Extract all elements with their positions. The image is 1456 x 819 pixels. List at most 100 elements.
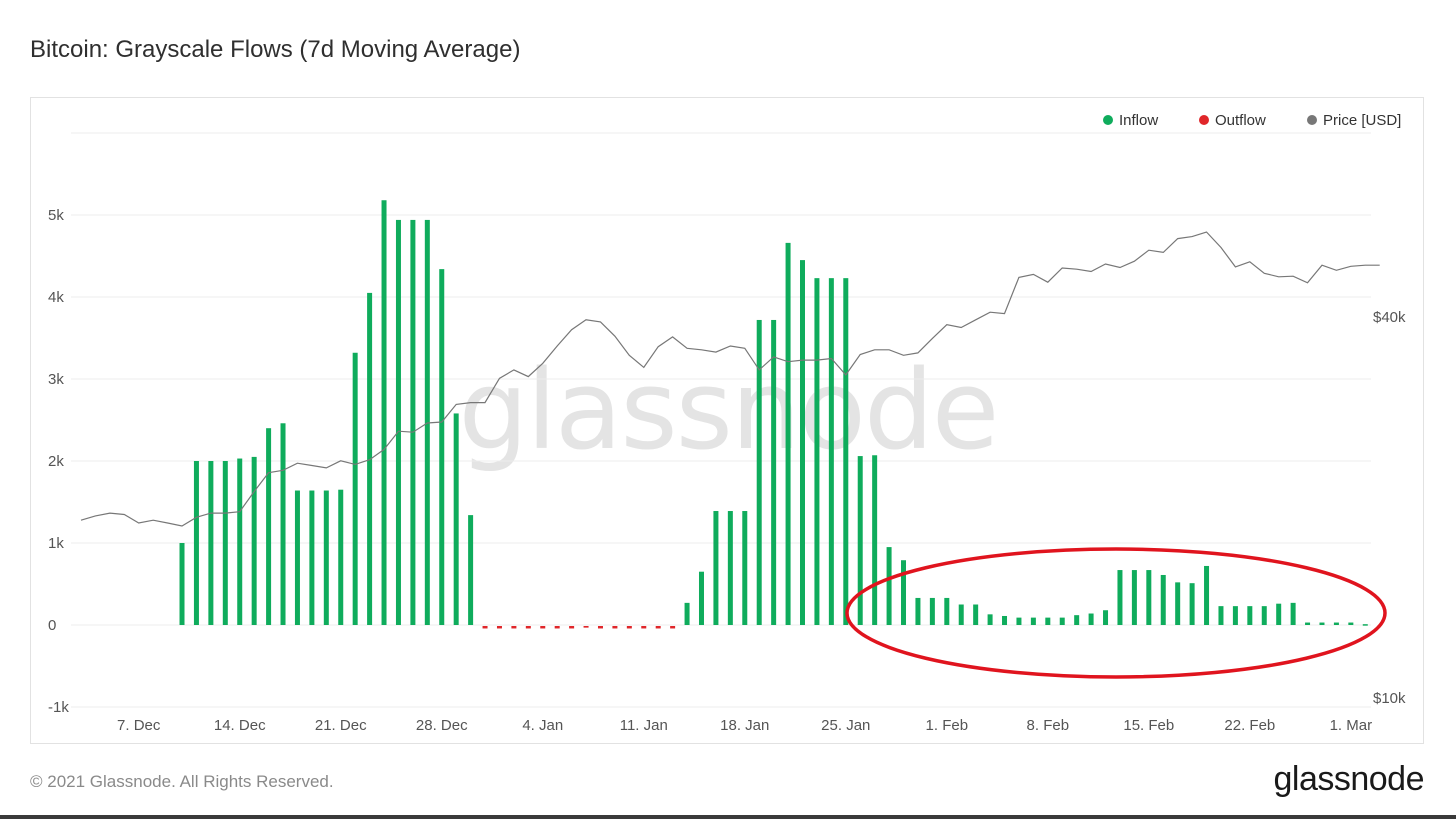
legend-marker — [1199, 115, 1209, 125]
outflow-bar — [496, 626, 502, 629]
inflow-bar — [1218, 606, 1224, 625]
outflow-bar — [583, 626, 589, 628]
inflow-bar — [1045, 617, 1051, 625]
inflow-bar — [901, 560, 907, 625]
inflow-bar — [1290, 602, 1296, 625]
watermark: glassnode — [459, 346, 998, 474]
outflow-bar — [641, 626, 647, 629]
inflow-bar — [1204, 565, 1210, 625]
glassnode-logo: glassnode — [1273, 760, 1424, 798]
inflow-bar — [1362, 624, 1368, 626]
inflow-bar — [1333, 622, 1339, 625]
y-tick-label: 0 — [48, 617, 56, 634]
inflow-bar — [222, 461, 228, 625]
outflow-bar — [525, 626, 531, 629]
x-tick-label: 8. Feb — [1027, 717, 1070, 734]
legend: Inflow Outflow Price [USD] — [1103, 112, 1401, 129]
inflow-bar — [1030, 617, 1036, 625]
inflow-bar — [1146, 570, 1152, 625]
inflow-bar — [973, 604, 979, 625]
price-line — [80, 231, 1380, 527]
inflow-bar — [698, 571, 704, 625]
inflow-bar — [453, 413, 459, 625]
inflow-bar — [987, 614, 993, 625]
inflow-bar — [367, 292, 373, 625]
inflow-bar — [929, 597, 935, 625]
inflow-bar — [1160, 574, 1166, 625]
page-title: Bitcoin: Grayscale Flows (7d Moving Aver… — [30, 36, 521, 63]
inflow-bar — [1074, 615, 1080, 625]
inflow-bar — [395, 219, 401, 626]
x-tick-label: 28. Dec — [416, 717, 468, 734]
x-tick-label: 7. Dec — [117, 717, 161, 734]
inflow-bar — [915, 597, 921, 625]
chart-frame: glassnode 5k 4k 3k 2k 1k 0 -1k $40k $10k 7. Dec… — [30, 97, 1424, 744]
inflow-bar — [1016, 617, 1022, 625]
y-tick-label: 2k — [48, 453, 64, 470]
x-tick-label: 1. Feb — [926, 717, 969, 734]
inflow-bar — [684, 602, 690, 625]
y-tick-label: 4k — [48, 289, 64, 306]
annotation-ellipse — [845, 547, 1387, 679]
inflow-bar — [771, 319, 777, 625]
inflow-bar — [1247, 606, 1253, 625]
inflow-bar — [713, 511, 719, 625]
legend-label: Inflow — [1119, 112, 1158, 129]
x-tick-label: 15. Feb — [1123, 717, 1174, 734]
x-tick-label: 1. Mar — [1330, 717, 1373, 734]
y-axis-right: $40k $10k — [1373, 309, 1406, 707]
outflow-bar — [670, 626, 676, 629]
inflow-bar — [1319, 622, 1325, 625]
inflow-bar — [843, 278, 849, 625]
grayscale-flows-chart: glassnode 5k 4k 3k 2k 1k 0 -1k $40k $10k 7. Dec… — [48, 112, 1406, 734]
inflow-bar — [294, 490, 300, 625]
x-tick-label: 25. Jan — [821, 717, 870, 734]
legend-label: Price [USD] — [1323, 112, 1401, 129]
inflow-bar — [1088, 613, 1094, 625]
x-tick-label: 21. Dec — [315, 717, 367, 734]
outflow-bar — [612, 626, 618, 629]
gridlines — [71, 132, 1371, 708]
inflow-bar — [410, 219, 416, 626]
inflow-bar — [193, 461, 199, 625]
inflow-bar — [727, 511, 733, 625]
legend-marker — [1307, 115, 1317, 125]
inflow-bar — [439, 269, 445, 625]
inflow-bar — [352, 352, 358, 625]
outflow-bar — [540, 626, 546, 629]
inflow-bar — [958, 604, 964, 625]
outflow-bar — [655, 626, 661, 629]
inflow-bar — [381, 200, 387, 625]
inflow-bar — [1348, 622, 1354, 625]
inflow-bar — [1261, 606, 1267, 625]
outflow-bar — [482, 626, 488, 629]
inflow-bar — [1175, 582, 1181, 625]
outflow-bar — [626, 626, 632, 629]
copyright-text: © 2021 Glassnode. All Rights Reserved. — [30, 772, 334, 791]
outflow-bar — [569, 626, 575, 629]
x-tick-label: 11. Jan — [620, 717, 668, 734]
inflow-bar — [742, 511, 748, 625]
outflow-bar — [554, 626, 560, 629]
outflow-bar — [511, 626, 517, 629]
inflow-bar — [1189, 583, 1195, 625]
x-tick-label: 18. Jan — [720, 717, 769, 734]
x-tick-label: 14. Dec — [214, 717, 266, 734]
inflow-bar — [1117, 570, 1123, 625]
y2-tick-label: $40k — [1373, 309, 1406, 326]
annotation — [845, 547, 1387, 679]
inflow-bar — [251, 456, 257, 625]
y-tick-label: 1k — [48, 535, 64, 552]
y2-tick-label: $10k — [1373, 690, 1406, 707]
inflow-bar — [208, 461, 214, 625]
inflow-bar — [886, 547, 892, 625]
inflow-bar — [857, 456, 863, 625]
legend-marker — [1103, 115, 1113, 125]
x-tick-label: 4. Jan — [522, 717, 563, 734]
bars — [179, 200, 1368, 629]
y-tick-label: 5k — [48, 207, 64, 224]
inflow-bar — [756, 319, 762, 625]
inflow-bar — [309, 490, 315, 625]
price-series — [80, 231, 1380, 527]
inflow-bar — [785, 242, 791, 625]
